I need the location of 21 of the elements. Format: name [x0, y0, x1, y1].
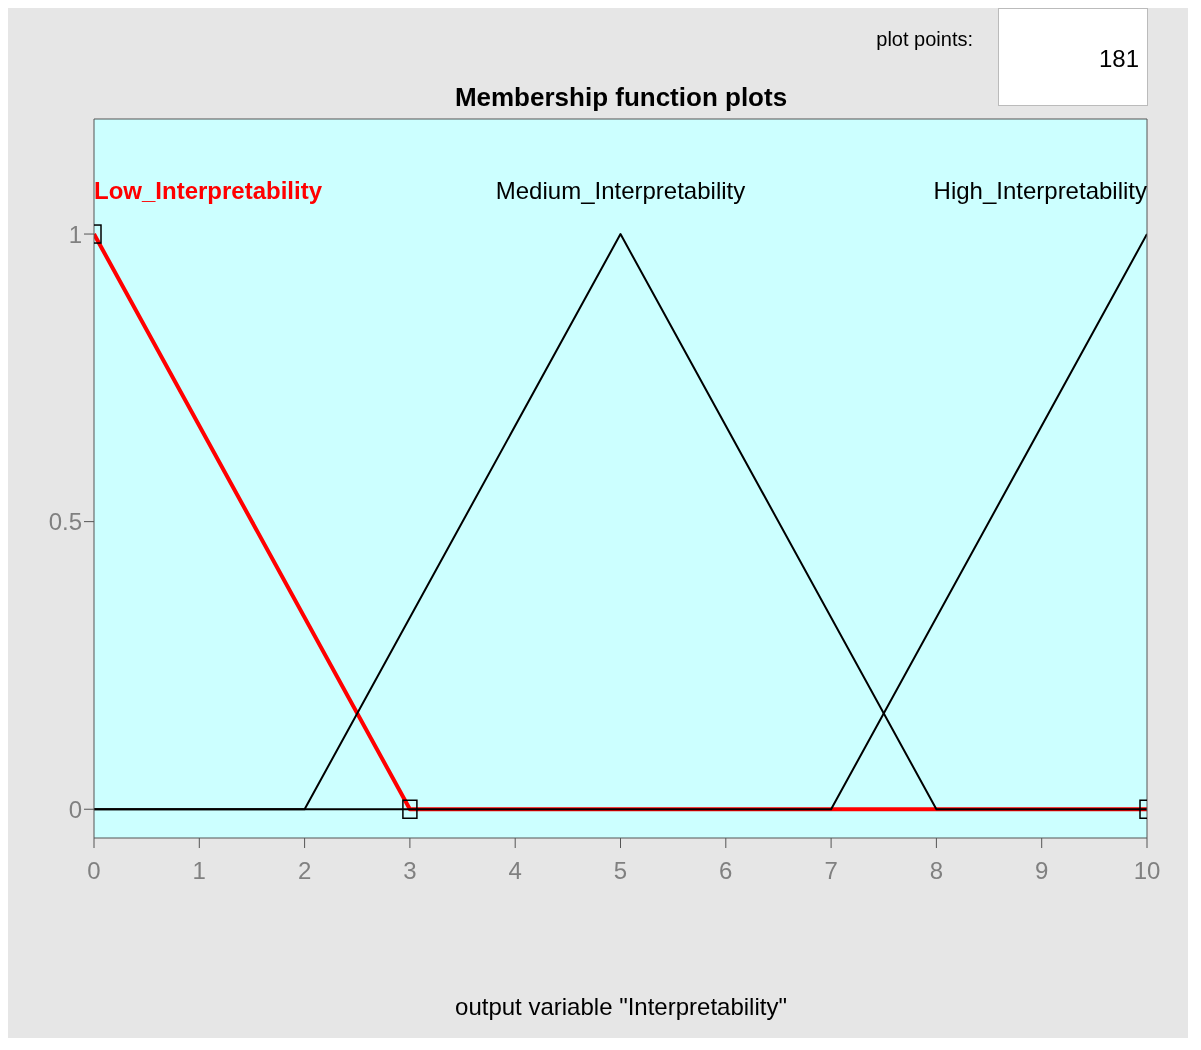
x-tick-label: 9	[1035, 857, 1049, 885]
y-tick-label: 0.5	[48, 508, 82, 536]
x-tick-label: 1	[192, 857, 206, 885]
x-tick-label: 3	[403, 857, 417, 885]
x-tick-label: 0	[87, 857, 101, 885]
series-label: Low_Interpretability	[94, 176, 323, 204]
y-tick-label: 1	[68, 220, 82, 248]
x-tick-label: 10	[1133, 857, 1161, 885]
x-tick-label: 5	[613, 857, 628, 885]
series-label: High_Interpretability	[933, 176, 1147, 204]
x-tick-label: 4	[508, 857, 522, 885]
text: 181	[998, 8, 1148, 106]
chart-title: Membership function plots	[453, 82, 789, 113]
x-tick-label: 2	[297, 857, 312, 885]
x-tick-label: 7	[824, 857, 838, 885]
y-tick-label: 0	[68, 795, 82, 823]
x-tick-label: 8	[929, 857, 944, 885]
series-label: Medium_Interpretability	[495, 176, 746, 204]
x-axis-title: output variable "Interpretability"	[454, 993, 788, 1021]
x-tick-label: 6	[719, 857, 733, 885]
text: plot points:	[876, 28, 973, 51]
